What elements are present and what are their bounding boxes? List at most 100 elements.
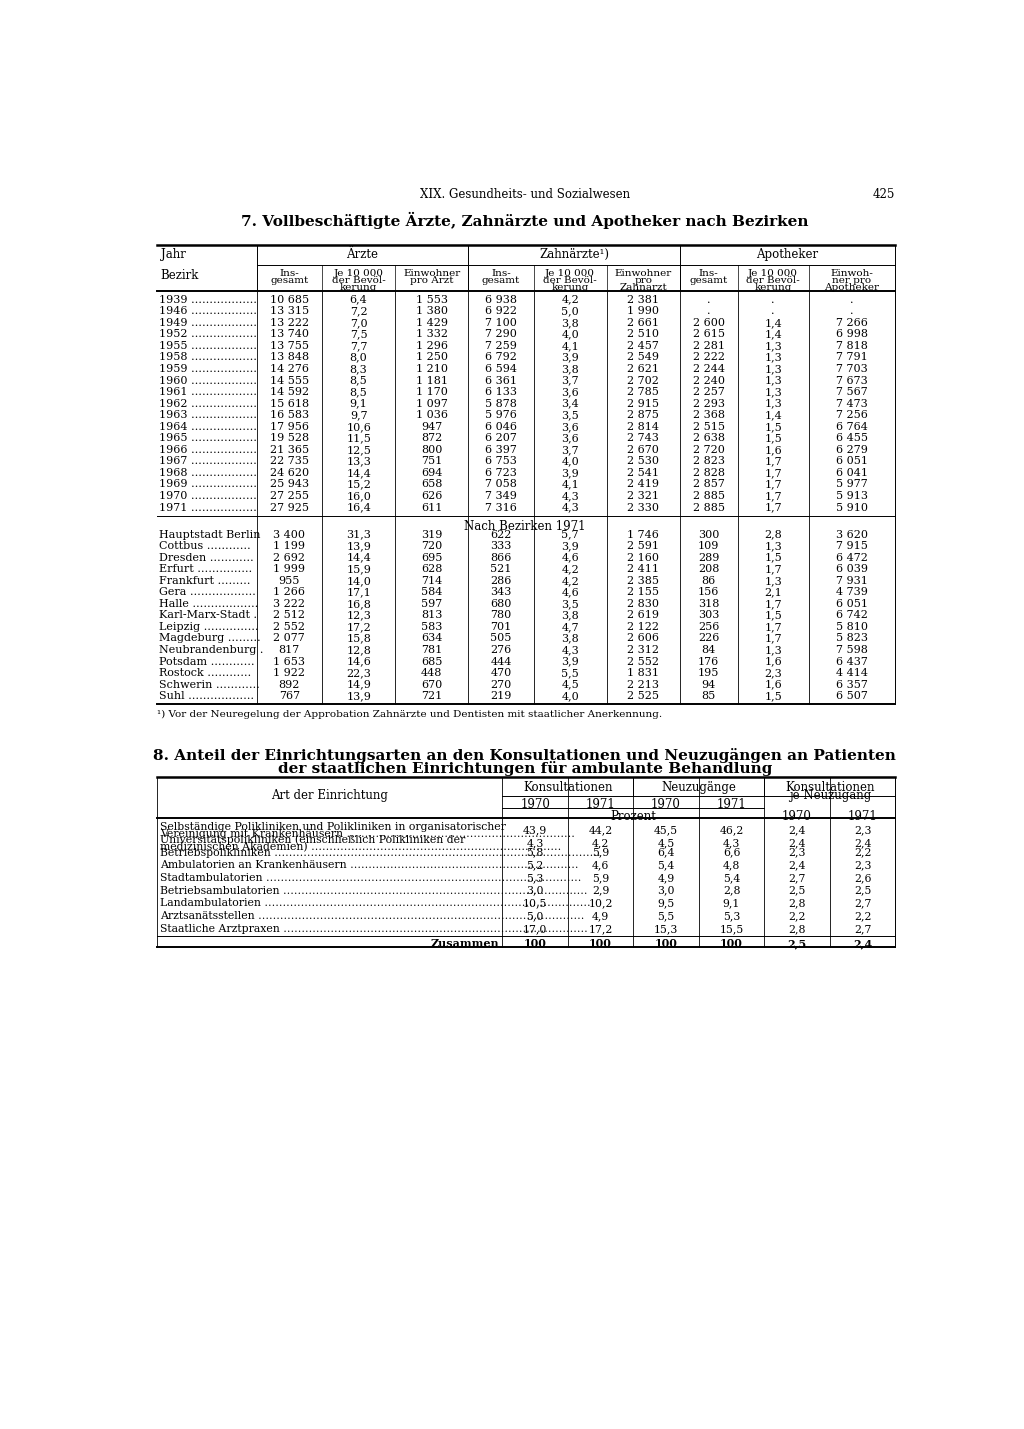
Text: 7,5: 7,5 <box>350 329 368 339</box>
Text: 46,2: 46,2 <box>719 825 743 835</box>
Text: 7 256: 7 256 <box>836 410 868 420</box>
Text: 1,7: 1,7 <box>764 599 782 609</box>
Text: kerung: kerung <box>552 283 589 292</box>
Text: 14 276: 14 276 <box>270 364 309 374</box>
Text: 2,5: 2,5 <box>787 937 807 949</box>
Text: 1,7: 1,7 <box>764 633 782 643</box>
Text: 6,4: 6,4 <box>657 847 675 857</box>
Text: 14,6: 14,6 <box>346 656 371 666</box>
Text: 2 368: 2 368 <box>692 410 725 420</box>
Text: 13 222: 13 222 <box>269 317 309 327</box>
Text: 6 051: 6 051 <box>836 599 868 609</box>
Text: 8,0: 8,0 <box>350 353 368 363</box>
Text: 6 764: 6 764 <box>836 422 868 432</box>
Text: 658: 658 <box>421 480 442 490</box>
Text: 7 915: 7 915 <box>836 542 868 552</box>
Text: gesamt: gesamt <box>482 276 520 284</box>
Text: 2,4: 2,4 <box>853 937 872 949</box>
Text: 6 998: 6 998 <box>836 329 868 339</box>
Text: 14 592: 14 592 <box>269 387 309 397</box>
Text: 5,3: 5,3 <box>526 873 544 883</box>
Text: 2 549: 2 549 <box>628 353 659 363</box>
Text: 3,6: 3,6 <box>561 433 579 443</box>
Text: 6 753: 6 753 <box>485 456 517 466</box>
Text: 5 977: 5 977 <box>837 480 868 490</box>
Text: 9,5: 9,5 <box>657 899 675 909</box>
Text: 1,3: 1,3 <box>764 364 782 374</box>
Text: 1 199: 1 199 <box>273 542 305 552</box>
Text: 4,6: 4,6 <box>561 587 579 597</box>
Text: 17,2: 17,2 <box>346 622 371 632</box>
Text: 9,1: 9,1 <box>723 899 740 909</box>
Text: 226: 226 <box>698 633 719 643</box>
Text: 7 791: 7 791 <box>837 353 868 363</box>
Text: 2,4: 2,4 <box>788 825 806 835</box>
Text: .: . <box>850 306 854 316</box>
Text: 6 041: 6 041 <box>836 467 868 477</box>
Text: 2,3: 2,3 <box>854 860 871 870</box>
Text: 751: 751 <box>421 456 442 466</box>
Text: 955: 955 <box>279 576 300 586</box>
Text: 13 740: 13 740 <box>270 329 309 339</box>
Text: 2,1: 2,1 <box>764 587 782 597</box>
Text: 19 528: 19 528 <box>269 433 309 443</box>
Text: 1970: 1970 <box>520 799 550 812</box>
Text: 1,3: 1,3 <box>764 387 782 397</box>
Text: 6 357: 6 357 <box>836 680 868 690</box>
Text: 2 515: 2 515 <box>692 422 725 432</box>
Text: 4,0: 4,0 <box>561 329 579 339</box>
Text: Betriebspolikliniken ………………………………………………………………………………: Betriebspolikliniken …………………………………………………… <box>160 847 600 857</box>
Text: 1968 ………………: 1968 ……………… <box>159 467 257 477</box>
Text: 2 510: 2 510 <box>628 329 659 339</box>
Text: 2 381: 2 381 <box>628 294 659 304</box>
Text: 43,9: 43,9 <box>523 825 547 835</box>
Text: 2 552: 2 552 <box>628 656 659 666</box>
Text: 1,3: 1,3 <box>764 542 782 552</box>
Text: 2,2: 2,2 <box>854 847 871 857</box>
Text: 176: 176 <box>698 656 719 666</box>
Text: 597: 597 <box>421 599 442 609</box>
Text: 2 257: 2 257 <box>692 387 725 397</box>
Text: 17 956: 17 956 <box>270 422 309 432</box>
Text: 2 606: 2 606 <box>628 633 659 643</box>
Text: 6 472: 6 472 <box>836 553 868 563</box>
Text: 7 673: 7 673 <box>837 376 868 386</box>
Text: 1960 ………………: 1960 ……………… <box>159 376 257 386</box>
Text: 6 723: 6 723 <box>485 467 517 477</box>
Text: 2 330: 2 330 <box>628 503 659 513</box>
Text: der Bevöl-: der Bevöl- <box>746 276 800 284</box>
Text: 5,7: 5,7 <box>561 530 579 540</box>
Text: 5,3: 5,3 <box>723 912 740 922</box>
Text: Staatliche Arztpraxen …………………………………………………………………………: Staatliche Arztpraxen ………………………………………………… <box>160 923 588 933</box>
Text: 2 661: 2 661 <box>628 317 659 327</box>
Text: 2 419: 2 419 <box>628 480 659 490</box>
Text: 24 620: 24 620 <box>269 467 309 477</box>
Text: 4,8: 4,8 <box>723 860 740 870</box>
Text: .: . <box>771 306 775 316</box>
Text: 714: 714 <box>421 576 442 586</box>
Text: 318: 318 <box>698 599 719 609</box>
Text: 6 207: 6 207 <box>485 433 517 443</box>
Text: 14,4: 14,4 <box>346 467 371 477</box>
Text: ner pro: ner pro <box>833 276 871 284</box>
Text: Universitätspolikliniken (einschließlich Polikliniken der: Universitätspolikliniken (einschließlich… <box>160 835 465 846</box>
Text: Art der Einrichtung: Art der Einrichtung <box>271 789 388 802</box>
Text: 13 755: 13 755 <box>270 342 309 352</box>
Text: 5 878: 5 878 <box>485 399 517 409</box>
Text: 25 943: 25 943 <box>269 480 309 490</box>
Text: 303: 303 <box>698 610 719 620</box>
Text: 2 122: 2 122 <box>628 622 659 632</box>
Text: 4,0: 4,0 <box>561 456 579 466</box>
Text: 1966 ………………: 1966 ……………… <box>159 444 257 454</box>
Text: Nach Bezirken 1971: Nach Bezirken 1971 <box>464 520 586 533</box>
Text: 813: 813 <box>421 610 442 620</box>
Text: 1,6: 1,6 <box>764 680 782 690</box>
Text: 721: 721 <box>421 692 442 702</box>
Text: 1,3: 1,3 <box>764 399 782 409</box>
Text: Einwohner: Einwohner <box>614 269 672 277</box>
Text: 6 792: 6 792 <box>485 353 517 363</box>
Text: 1,7: 1,7 <box>764 467 782 477</box>
Text: 1 553: 1 553 <box>416 294 447 304</box>
Text: gesamt: gesamt <box>689 276 728 284</box>
Text: 670: 670 <box>421 680 442 690</box>
